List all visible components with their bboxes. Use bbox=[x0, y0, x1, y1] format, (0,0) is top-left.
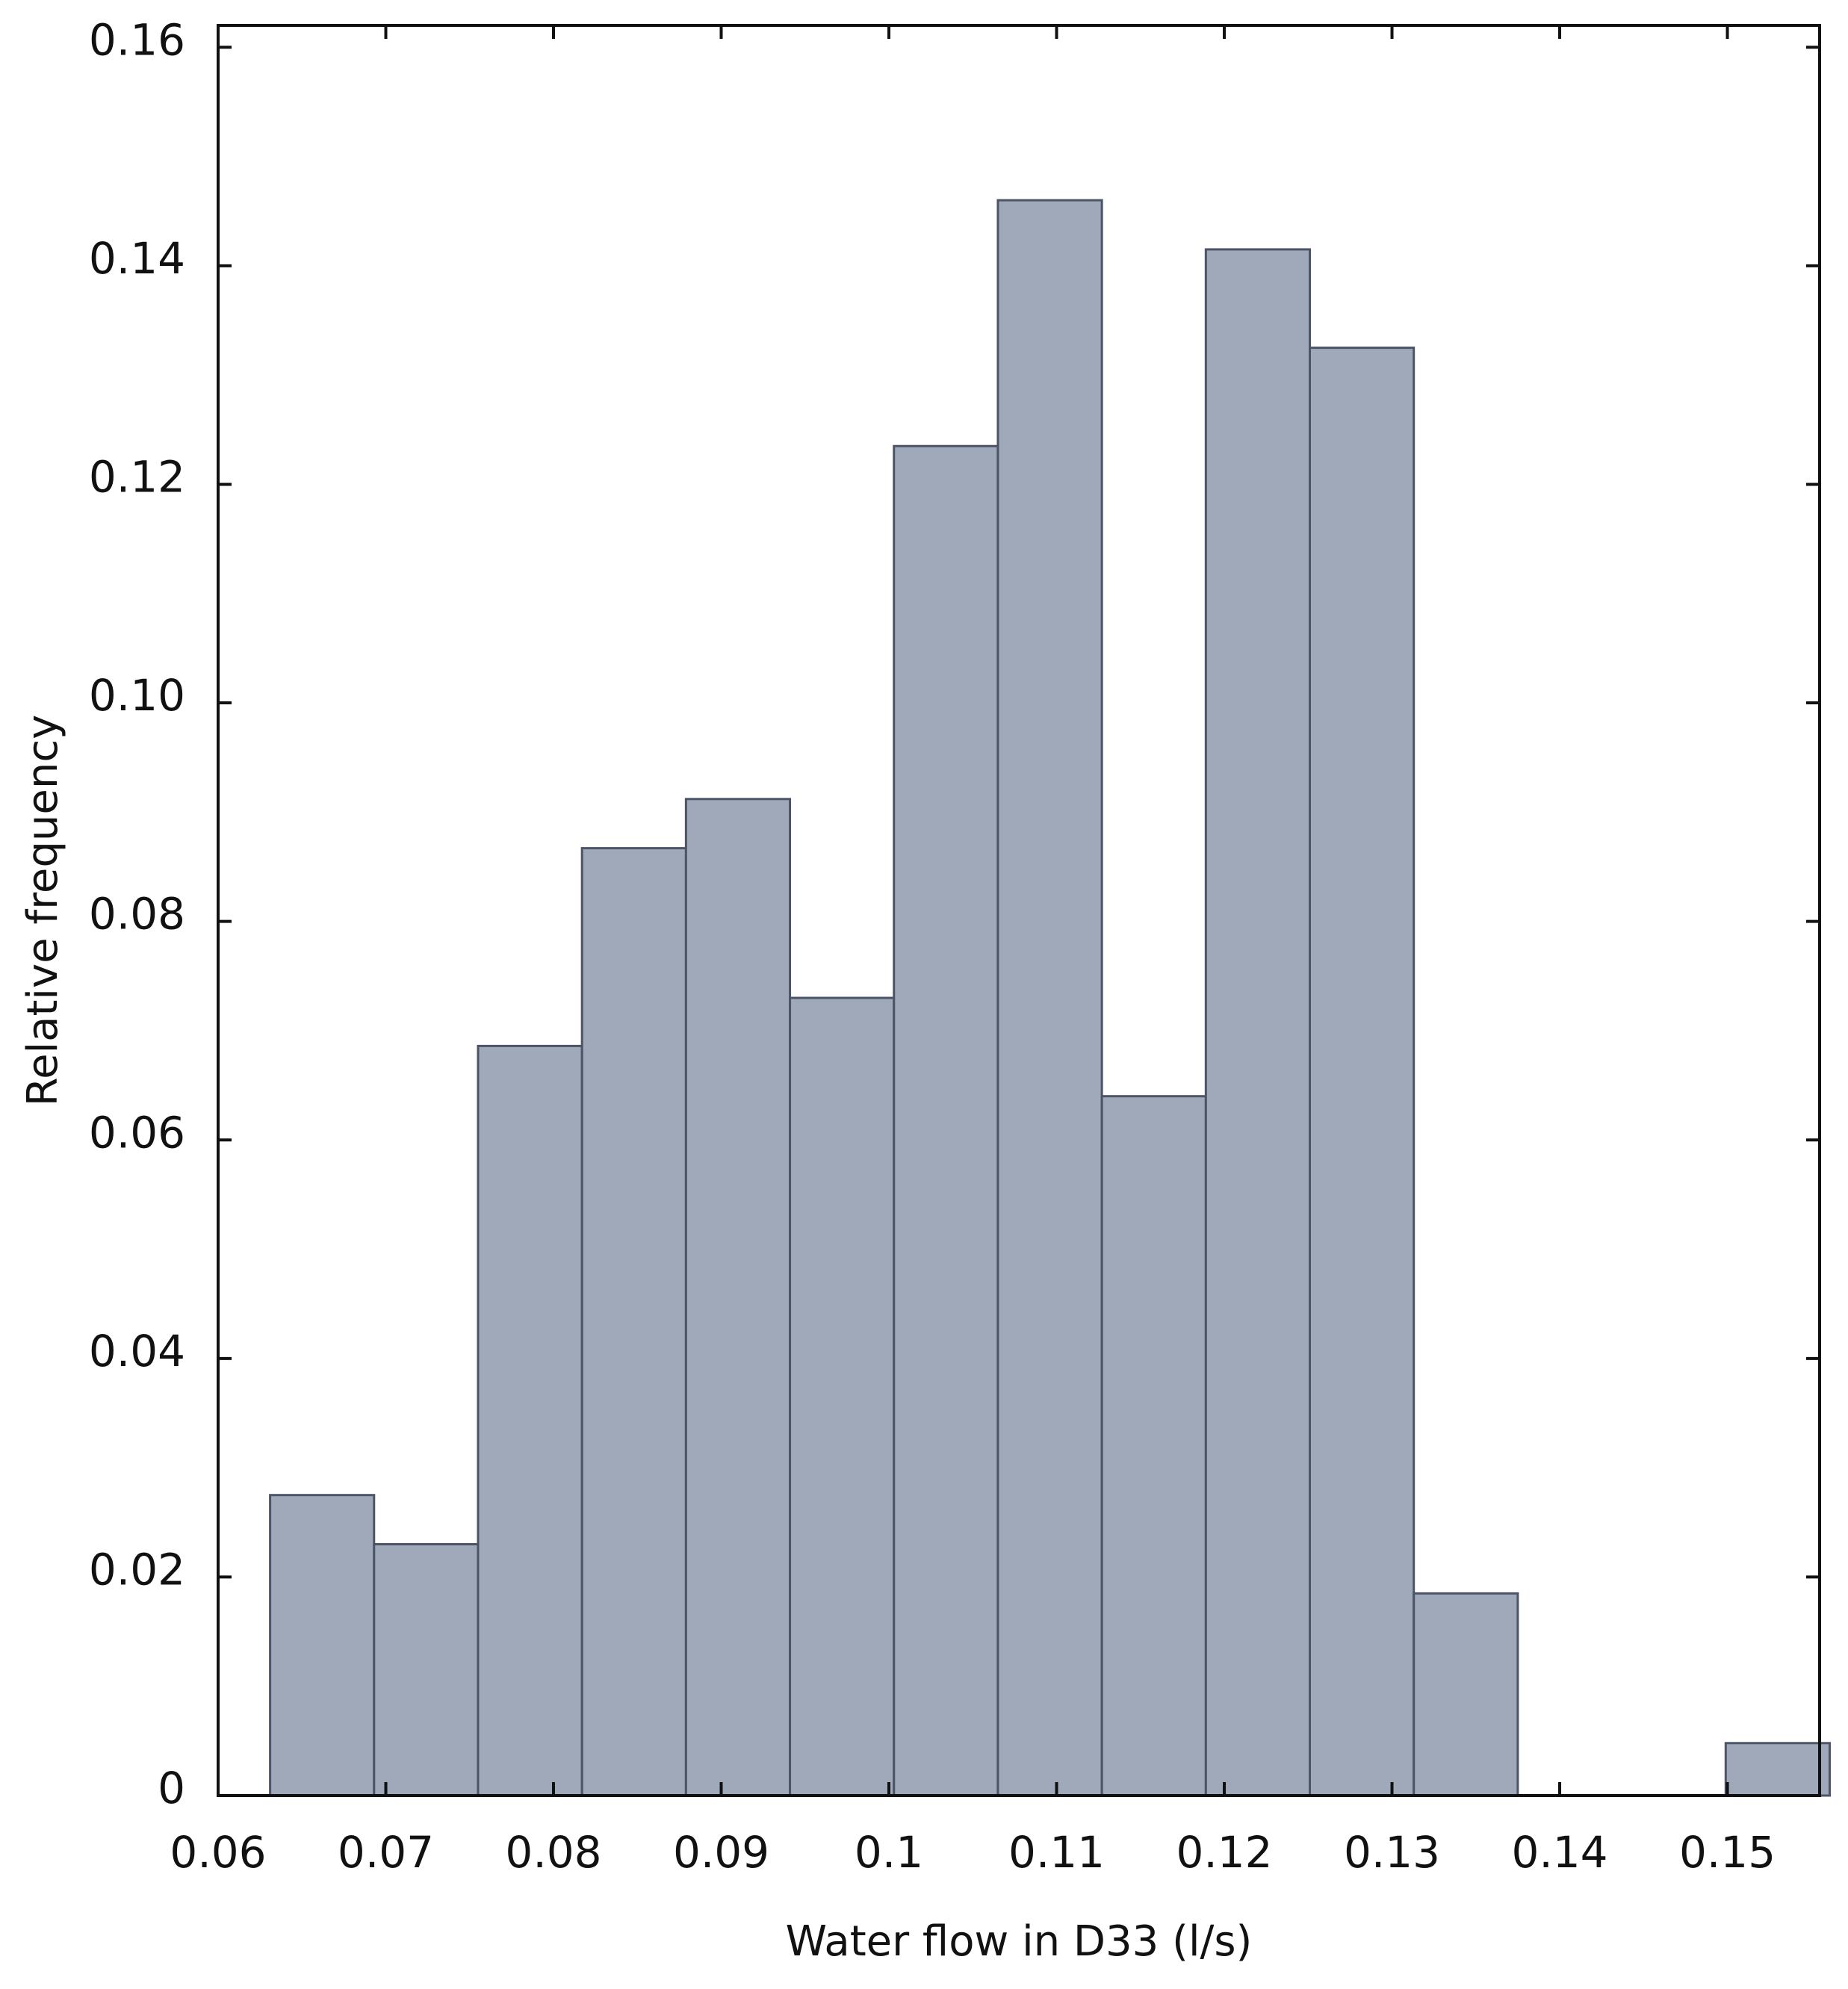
y-tick-label: 0.10 bbox=[89, 670, 185, 721]
histogram-bar-3 bbox=[580, 847, 687, 1797]
x-tick-label: 0.1 bbox=[855, 1827, 923, 1878]
histogram-bar-9 bbox=[1204, 248, 1312, 1797]
histogram-bar-2 bbox=[477, 1044, 583, 1797]
x-tick-label: 0.09 bbox=[673, 1827, 769, 1878]
y-axis-label: Relative frequency bbox=[19, 715, 67, 1107]
histogram-bar-1 bbox=[373, 1543, 480, 1797]
x-tick-label: 0.13 bbox=[1344, 1827, 1440, 1878]
histogram-bars bbox=[269, 199, 1831, 1797]
x-tick-label: 0.08 bbox=[505, 1827, 601, 1878]
y-tick-label: 0.12 bbox=[89, 452, 185, 503]
y-tick-label: 0.14 bbox=[89, 233, 185, 284]
x-axis-ticks: 0.06 0.07 0.08 0.09 0.1 0.11 0.12 0.13 0.14 0.15 bbox=[170, 25, 1776, 1878]
x-tick-label: 0.06 bbox=[170, 1827, 266, 1878]
y-axis-ticks: 0 0.02 0.04 0.06 0.08 0.10 0.12 0.14 0.16 bbox=[89, 14, 1820, 1813]
histogram-bar-6 bbox=[893, 444, 999, 1797]
histogram-bar-11 bbox=[1413, 1592, 1519, 1797]
x-tick-label: 0.12 bbox=[1176, 1827, 1272, 1878]
x-tick-label: 0.07 bbox=[338, 1827, 434, 1878]
histogram-bar-8 bbox=[1100, 1095, 1207, 1797]
x-axis-label: Water flow in D33 (l/s) bbox=[786, 1917, 1253, 1966]
x-tick-label: 0.14 bbox=[1511, 1827, 1607, 1878]
histogram-bar-5 bbox=[789, 996, 896, 1797]
y-tick-label: 0.16 bbox=[89, 14, 185, 65]
histogram-bar-4 bbox=[684, 798, 792, 1797]
y-tick-label: 0.02 bbox=[89, 1545, 185, 1595]
x-tick-label: 0.15 bbox=[1679, 1827, 1776, 1878]
x-tick-label: 0.11 bbox=[1008, 1827, 1105, 1878]
histogram-bar-7 bbox=[996, 199, 1103, 1797]
y-tick-label: 0.06 bbox=[89, 1107, 185, 1158]
histogram-bar-10 bbox=[1309, 347, 1416, 1797]
y-tick-label: 0 bbox=[158, 1763, 185, 1813]
histogram-bar-14 bbox=[1724, 1742, 1831, 1797]
plot-border bbox=[217, 24, 1821, 1797]
histogram-bar-0 bbox=[269, 1494, 376, 1797]
y-tick-label: 0.08 bbox=[89, 889, 185, 940]
y-tick-label: 0.04 bbox=[89, 1326, 185, 1377]
plot-frame bbox=[217, 24, 1821, 1797]
